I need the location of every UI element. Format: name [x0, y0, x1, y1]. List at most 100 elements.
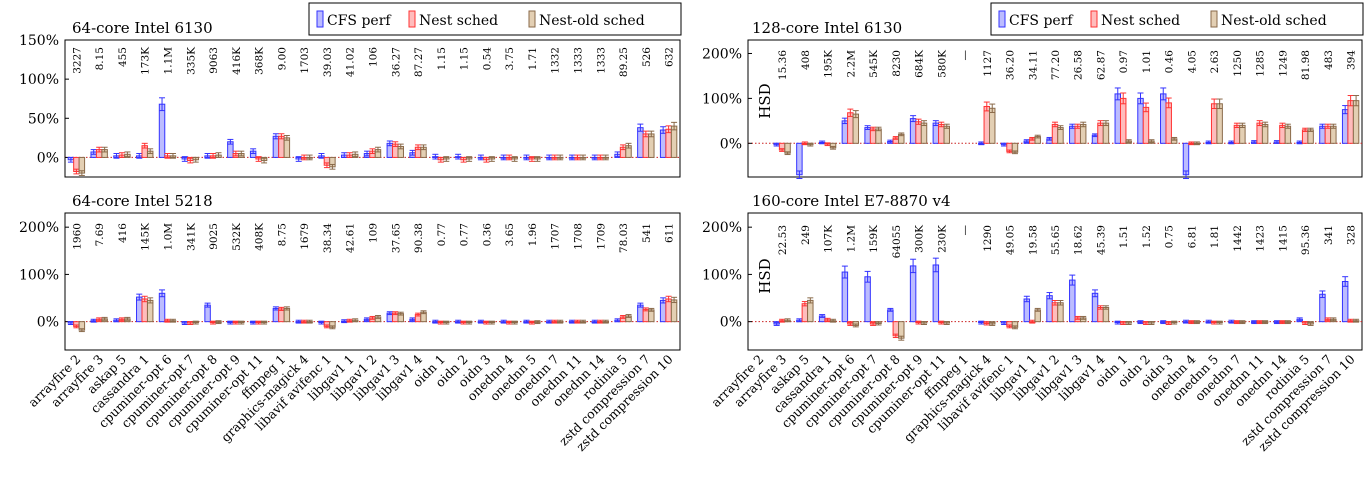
value-label: 0.36	[481, 223, 493, 247]
y-tick-label: 50%	[28, 111, 59, 127]
y-tick-label: 200%	[702, 46, 742, 62]
bar	[1284, 125, 1292, 144]
value-label: 3.65	[504, 223, 516, 246]
bar	[1182, 142, 1190, 176]
value-label: 8.15	[94, 47, 106, 70]
bar	[665, 298, 672, 323]
value-label: 9063	[208, 47, 220, 74]
value-label: 1.51	[1118, 225, 1130, 248]
value-label: 1332	[550, 47, 562, 74]
bar	[796, 142, 803, 176]
chart-panel: 160-core Intel E7-8870 v4 200% 100% 0% HSD22…	[702, 192, 1363, 351]
value-label: 0.54	[481, 47, 493, 71]
bar	[278, 135, 285, 158]
value-label: 22.53	[777, 225, 789, 255]
value-label: 36.27	[390, 47, 402, 77]
y-tick-label: 150%	[19, 33, 59, 49]
bar	[1324, 125, 1332, 144]
value-label: 1.15	[459, 47, 471, 70]
value-label: 3227	[71, 47, 83, 74]
value-label: 38.34	[322, 223, 334, 253]
bar	[1051, 302, 1059, 323]
value-label: 95.36	[1300, 225, 1312, 255]
bar	[847, 112, 854, 144]
plot-frame	[747, 39, 1363, 178]
value-label: 541	[641, 223, 653, 243]
value-label: 8.75	[276, 223, 288, 246]
plot-frame	[64, 39, 681, 178]
value-label: 36.20	[1005, 50, 1017, 80]
bar	[1074, 125, 1081, 144]
value-label: 78.03	[618, 223, 630, 253]
bar	[1261, 123, 1269, 144]
value-label: 1679	[299, 223, 311, 250]
bar	[1239, 124, 1246, 144]
value-label: 416	[117, 223, 129, 243]
legend-swatch	[998, 10, 1006, 28]
value-label: 8230	[891, 50, 903, 77]
y-tick-label: 100%	[19, 72, 59, 88]
legend-swatch	[528, 10, 536, 28]
bar	[1352, 100, 1360, 144]
value-label: 1.71	[527, 47, 539, 70]
bar	[909, 118, 917, 144]
value-label: —	[959, 50, 971, 61]
bar	[1119, 97, 1127, 144]
bar	[1160, 93, 1167, 144]
value-label: 1423	[1255, 225, 1267, 252]
bar	[1102, 122, 1110, 144]
plot-frame	[64, 212, 681, 351]
bar	[670, 299, 678, 323]
y-tick-label: 0%	[37, 150, 59, 166]
value-label: 55.65	[1050, 225, 1062, 255]
bar	[1069, 125, 1076, 144]
bar	[932, 122, 940, 144]
bar	[841, 271, 849, 323]
bar	[915, 121, 922, 144]
value-label: 341	[1323, 225, 1335, 245]
value-label: 455	[117, 47, 129, 67]
value-label: 526	[641, 47, 653, 67]
bar	[1046, 295, 1053, 323]
value-label: 15.36	[777, 50, 789, 80]
value-label: 107K	[823, 225, 835, 253]
value-label: 1.1M	[163, 47, 175, 75]
legend: CFS perf Nest sched Nest-old sched	[308, 2, 682, 36]
value-label: 7.69	[94, 223, 106, 246]
bar	[1256, 122, 1263, 144]
value-label: 9.00	[276, 47, 288, 70]
value-label: 368K	[254, 47, 266, 75]
legend-label: Nest-old sched	[1221, 13, 1327, 29]
value-label: 408K	[254, 223, 266, 251]
bar	[659, 299, 667, 323]
value-label: 1.01	[1141, 50, 1153, 73]
y-tick-label: 200%	[702, 220, 742, 236]
value-label: 77.20	[1050, 50, 1062, 80]
value-label: 64055	[891, 225, 903, 258]
value-label: 1290	[982, 225, 994, 252]
value-label: 45.39	[1095, 225, 1107, 255]
value-label: 159K	[868, 225, 880, 253]
value-label: 1250	[1232, 50, 1244, 77]
bar	[801, 303, 809, 323]
value-label: 1707	[550, 223, 562, 250]
value-label: 408	[800, 50, 812, 70]
value-label: 6.81	[1186, 225, 1198, 248]
value-label: 0.77	[436, 223, 448, 246]
bar	[1137, 97, 1144, 144]
value-label: 49.05	[1005, 225, 1017, 255]
bar	[665, 128, 672, 158]
bar	[1210, 103, 1218, 144]
bar	[272, 135, 280, 158]
value-label: 90.38	[413, 223, 425, 253]
value-label: 483	[1323, 50, 1335, 70]
value-label: 1.15	[436, 47, 448, 70]
chart-panel: 64-core Intel 6130 150% 100% 50% 0% 3227 8.15 4…	[19, 19, 681, 178]
value-label: 3.75	[504, 47, 516, 70]
bar	[283, 137, 291, 158]
value-label: 42.61	[345, 223, 357, 253]
bar	[1279, 124, 1286, 144]
legend: CFS perf Nest sched Nest-old sched	[990, 2, 1364, 36]
